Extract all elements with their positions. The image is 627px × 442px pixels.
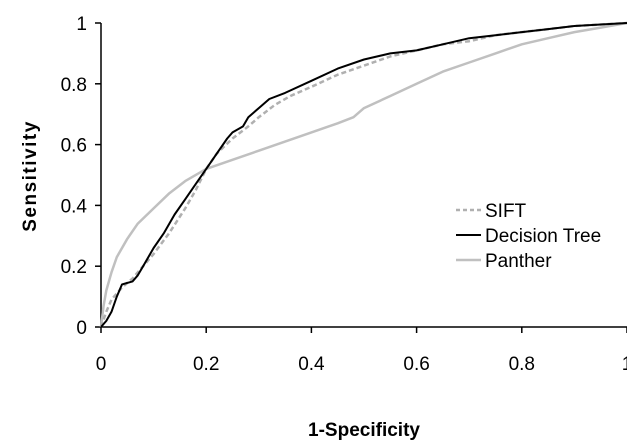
y-axis-title: Sensitivity (20, 120, 41, 232)
y-tick-label: 0 (76, 318, 87, 339)
x-tick-label: 0.8 (509, 354, 535, 375)
y-tick-label: 0.6 (61, 136, 87, 157)
axes (95, 22, 627, 333)
y-tick-label: 0.4 (61, 196, 88, 217)
legend-label: Decision Tree (485, 226, 601, 247)
series-lines (99, 21, 627, 328)
legend-label: SIFT (485, 201, 527, 222)
series-line-panther (99, 21, 627, 328)
series-line-decision-tree (100, 22, 627, 328)
y-tick-label: 1 (76, 14, 87, 35)
y-tick-label: 0.2 (61, 257, 87, 278)
legend: SIFT Decision Tree Panther (456, 201, 601, 272)
x-tick-label: 0.4 (298, 354, 325, 375)
series-line-sift (99, 21, 627, 328)
tick-labels: 0 0.2 0.4 0.6 0.8 1 0 0.2 0.4 0.6 0.8 1 (61, 14, 627, 375)
x-tick-label: 0 (96, 354, 107, 375)
legend-label: Panther (485, 251, 552, 272)
x-tick-label: 0.2 (193, 354, 219, 375)
x-axis-title: 1-Specificity (308, 420, 420, 441)
x-tick-label: 0.6 (403, 354, 429, 375)
y-tick-label: 0.8 (61, 75, 87, 96)
x-tick-label: 1 (622, 354, 627, 375)
